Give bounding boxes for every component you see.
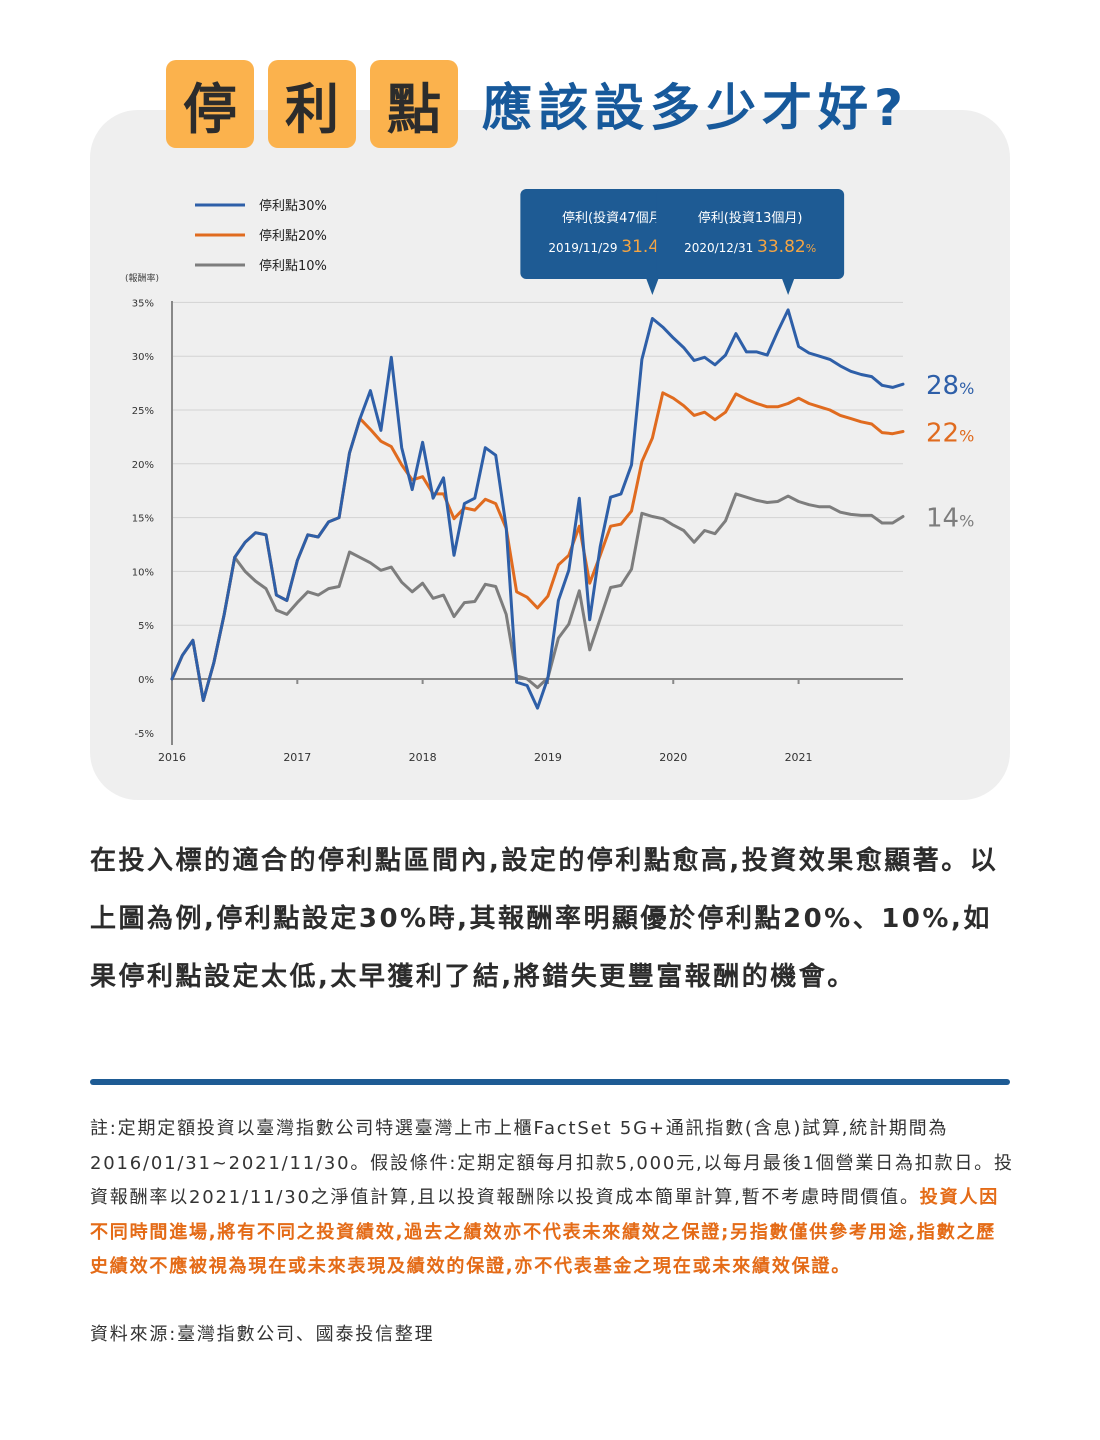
y-tick-label: 30% (132, 352, 154, 363)
y-tick-label: 10% (132, 567, 154, 578)
legend-label: 停利點30% (259, 198, 327, 214)
divider (90, 1079, 1010, 1085)
x-tick-label: 2018 (409, 751, 437, 764)
legend-label: 停利點20% (259, 228, 327, 244)
callout-title: 停利(投資13個月) (698, 210, 803, 226)
callout-box (656, 189, 845, 279)
footnote: 註:定期定額投資以臺灣指數公司特選臺灣上市上櫃FactSet 5G+通訊指數(含… (90, 1112, 1015, 1285)
y-tick-label: 35% (132, 298, 154, 309)
page-title: 停 利 點 應該設多少才好? (166, 60, 909, 148)
title-rest: 應該設多少才好? (482, 79, 910, 137)
line-chart: (報酬率) -5% 0% 5% 10% 15% 20% 25% 30% 35% 2016 2017 20… (125, 189, 974, 764)
footnote-warning: 投資人因不同時間進場,將有不同之投資績效,過去之績效亦不代表未來績效之保證;另指… (90, 1187, 999, 1277)
x-tick-label: 2016 (158, 751, 186, 764)
y-tick-label: 25% (132, 406, 154, 417)
series-line (170, 391, 905, 702)
x-tick-label: 2020 (659, 751, 687, 764)
y-tick-label: 5% (138, 621, 154, 632)
title-box-3: 點 (370, 60, 458, 148)
title-box-2: 利 (268, 60, 356, 148)
callout-detail: 2020/12/31 33.82% (684, 237, 816, 257)
body-text: 在投入標的適合的停利點區間內,設定的停利點愈高,投資效果愈顯著。以上圖為例,停利… (90, 846, 999, 992)
y-tick-label: 15% (132, 514, 154, 525)
x-tick-label: 2021 (785, 751, 813, 764)
callout-pointer (782, 279, 795, 295)
x-tick-label: 2019 (534, 751, 562, 764)
series-end-label: 22% (926, 419, 974, 449)
y-tick-label: 0% (138, 675, 154, 686)
series-end-label: 14% (926, 504, 974, 534)
y-axis-label: (報酬率) (125, 272, 159, 284)
title-box-1: 停 (166, 60, 254, 148)
footnote-plain: 註:定期定額投資以臺灣指數公司特選臺灣上市上櫃FactSet 5G+通訊指數(含… (90, 1118, 1014, 1208)
x-tick-label: 2017 (283, 751, 311, 764)
series-line (170, 492, 905, 702)
y-tick-label: 20% (132, 460, 154, 471)
series-end-label: 28% (926, 371, 974, 401)
data-source: 資料來源:臺灣指數公司、國泰投信整理 (90, 1324, 435, 1345)
series-line (170, 308, 905, 710)
callout-pointer (646, 279, 659, 295)
callout-title: 停利(投資47個月) (562, 210, 667, 226)
legend-label: 停利點10% (259, 258, 327, 274)
y-tick-label: -5% (135, 729, 154, 740)
